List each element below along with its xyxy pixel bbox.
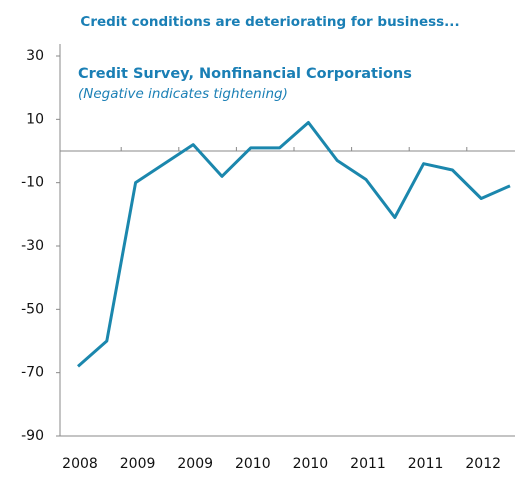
- x-tick-label: 2011: [350, 456, 386, 472]
- y-tick-label: -50: [21, 301, 44, 317]
- x-tick-label: 2010: [293, 456, 329, 472]
- y-tick-label: -70: [21, 365, 44, 381]
- x-tick-label: 2010: [235, 456, 271, 472]
- x-tick-label: 2012: [465, 456, 501, 472]
- x-tick-label: 2008: [62, 456, 98, 472]
- subtitle: Credit Survey, Nonfinancial Corporations: [78, 66, 412, 82]
- y-tick-label: -90: [21, 428, 44, 444]
- y-tick-label: -10: [21, 175, 44, 191]
- chart-title: Credit conditions are deteriorating for …: [80, 14, 459, 30]
- x-tick-label: 2011: [408, 456, 444, 472]
- x-tick-label: 2009: [177, 456, 213, 472]
- y-tick-label: 10: [26, 111, 44, 127]
- annotation: (Negative indicates tightening): [78, 86, 288, 102]
- y-tick-label: 30: [26, 48, 44, 64]
- x-tick-label: 2009: [120, 456, 156, 472]
- line-series: [77, 121, 511, 368]
- y-tick-label: -30: [21, 238, 44, 254]
